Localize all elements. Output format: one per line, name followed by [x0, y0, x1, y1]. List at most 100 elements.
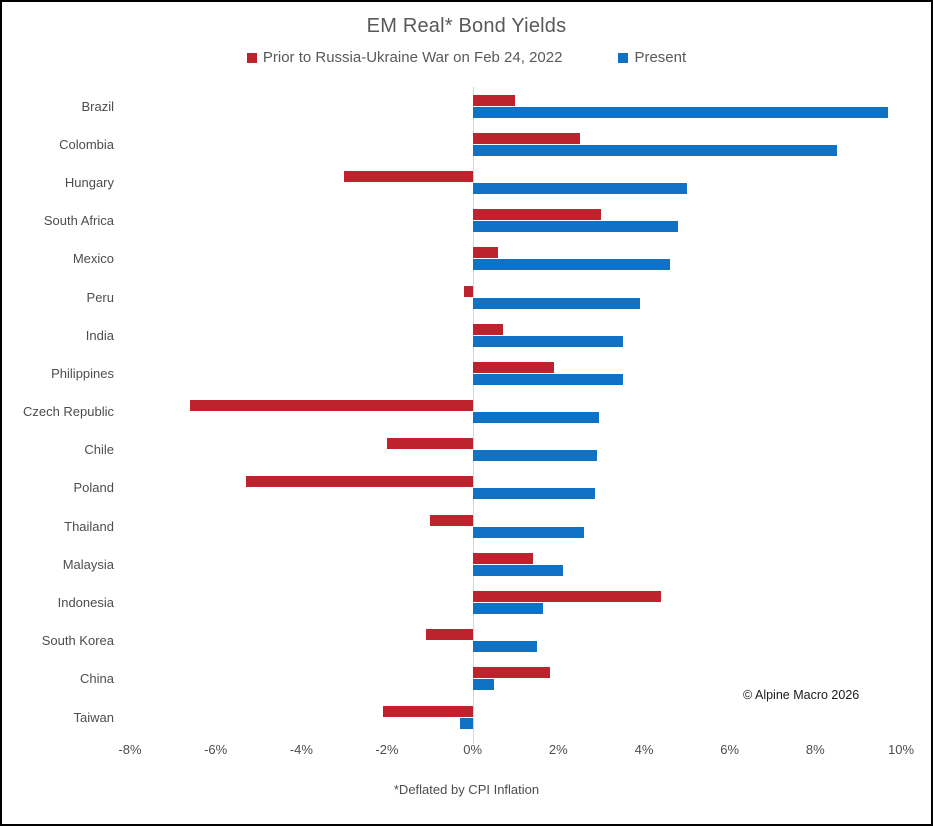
prior-bar-mexico	[472, 247, 499, 259]
category-label-india: India	[85, 327, 114, 343]
bar-row-poland: Poland	[2, 469, 931, 507]
category-label-brazil: Brazil	[81, 98, 114, 114]
present-bar-brazil	[472, 106, 889, 118]
bar-canvas-brazil	[130, 87, 901, 125]
category-label-thailand: Thailand	[64, 518, 114, 534]
chart-title: EM Real* Bond Yields	[366, 15, 567, 37]
bar-canvas-china	[130, 660, 901, 698]
bar-canvas-india	[130, 316, 901, 354]
bar-row-taiwan: Taiwan	[2, 698, 931, 736]
category-label-poland: Poland	[73, 480, 114, 496]
bar-row-brazil: Brazil	[2, 87, 931, 125]
x-tick-8pct: 8%	[805, 742, 825, 758]
prior-bar-hungary	[344, 170, 473, 182]
x-tick-6pct: 6%	[720, 742, 740, 758]
copyright-note: © Alpine Macro 2026	[743, 688, 860, 702]
category-label-malaysia: Malaysia	[62, 556, 114, 572]
present-bar-thailand	[472, 526, 585, 538]
present-bar-south-korea	[472, 641, 537, 653]
bar-canvas-south-korea	[130, 622, 901, 660]
present-bar-india	[472, 335, 623, 347]
bar-canvas-colombia	[130, 125, 901, 163]
present-bar-south-africa	[472, 221, 679, 233]
bar-row-indonesia: Indonesia	[2, 583, 931, 621]
prior-bar-poland	[245, 476, 473, 488]
present-bar-china	[472, 679, 495, 691]
bar-row-czech-republic: Czech Republic	[2, 393, 931, 431]
plot-area: Brazil Colombia Hungary South Africa Mexico P…	[2, 87, 931, 760]
category-label-mexico: Mexico	[72, 251, 114, 267]
footnote: *Deflated by CPI Inflation	[393, 782, 540, 798]
prior-series-swatch-icon	[246, 52, 257, 63]
bar-canvas-chile	[130, 431, 901, 469]
prior-bar-brazil	[472, 94, 516, 106]
present-bar-indonesia	[472, 603, 544, 615]
bar-canvas-peru	[130, 278, 901, 316]
category-label-hungary: Hungary	[64, 174, 114, 190]
prior-bar-malaysia	[472, 552, 533, 564]
legend-label-prior: Prior to Russia-Ukraine War on Feb 24, 2…	[262, 49, 563, 66]
bar-row-china: China	[2, 660, 931, 698]
bar-canvas-mexico	[130, 240, 901, 278]
prior-bar-india	[472, 323, 503, 335]
prior-bar-south-korea	[425, 629, 473, 641]
x-tick-neg2pct: -2%	[375, 742, 399, 758]
bar-canvas-malaysia	[130, 545, 901, 583]
bar-canvas-indonesia	[130, 583, 901, 621]
present-bar-malaysia	[472, 564, 563, 576]
legend-item-prior: Prior to Russia-Ukraine War on Feb 24, 2…	[246, 49, 563, 66]
bar-canvas-czech-republic	[130, 393, 901, 431]
category-label-taiwan: Taiwan	[73, 709, 114, 725]
present-bar-hungary	[472, 182, 687, 194]
bar-canvas-poland	[130, 469, 901, 507]
present-bar-poland	[472, 488, 595, 500]
prior-bar-czech-republic	[189, 400, 473, 412]
present-bar-mexico	[472, 259, 670, 271]
category-label-chile: Chile	[84, 442, 114, 458]
present-bar-colombia	[472, 144, 837, 156]
x-tick-0pct: 0%	[463, 742, 483, 758]
present-bar-peru	[472, 297, 640, 309]
bar-row-philippines: Philippines	[2, 354, 931, 392]
present-series-swatch-icon	[618, 52, 629, 63]
legend-label-present: Present	[634, 49, 687, 66]
category-label-peru: Peru	[86, 289, 114, 305]
bar-row-chile: Chile	[2, 431, 931, 469]
prior-bar-china	[472, 667, 550, 679]
present-bar-philippines	[472, 373, 623, 385]
bar-row-hungary: Hungary	[2, 163, 931, 201]
bar-row-mexico: Mexico	[2, 240, 931, 278]
bar-rows: Brazil Colombia Hungary South Africa Mexico P…	[2, 87, 931, 736]
category-label-south-korea: South Korea	[41, 633, 114, 649]
prior-bar-peru	[464, 285, 473, 297]
bar-canvas-philippines	[130, 354, 901, 392]
x-tick-4pct: 4%	[634, 742, 654, 758]
legend: Prior to Russia-Ukraine War on Feb 24, 2…	[2, 49, 931, 66]
category-label-south-africa: South Africa	[43, 213, 114, 229]
x-tick-neg8pct: -8%	[118, 742, 142, 758]
category-label-colombia: Colombia	[59, 136, 114, 152]
present-bar-taiwan	[459, 717, 473, 729]
prior-bar-colombia	[472, 132, 580, 144]
legend-item-present: Present	[618, 49, 686, 66]
bar-row-india: India	[2, 316, 931, 354]
x-tick-neg4pct: -4%	[289, 742, 313, 758]
present-bar-czech-republic	[472, 412, 599, 424]
bar-row-peru: Peru	[2, 278, 931, 316]
prior-bar-taiwan	[382, 705, 473, 717]
bar-row-malaysia: Malaysia	[2, 545, 931, 583]
bar-canvas-hungary	[130, 163, 901, 201]
prior-bar-thailand	[429, 514, 473, 526]
prior-bar-indonesia	[472, 591, 662, 603]
category-label-czech-republic: Czech Republic	[22, 404, 114, 420]
bar-row-south-africa: South Africa	[2, 202, 931, 240]
x-tick-10pct: 10%	[887, 742, 915, 758]
bar-row-colombia: Colombia	[2, 125, 931, 163]
category-label-indonesia: Indonesia	[57, 595, 114, 611]
category-label-philippines: Philippines	[51, 365, 114, 381]
prior-bar-philippines	[472, 361, 555, 373]
prior-bar-south-africa	[472, 209, 602, 221]
x-tick-2pct: 2%	[548, 742, 568, 758]
prior-bar-chile	[386, 438, 473, 450]
